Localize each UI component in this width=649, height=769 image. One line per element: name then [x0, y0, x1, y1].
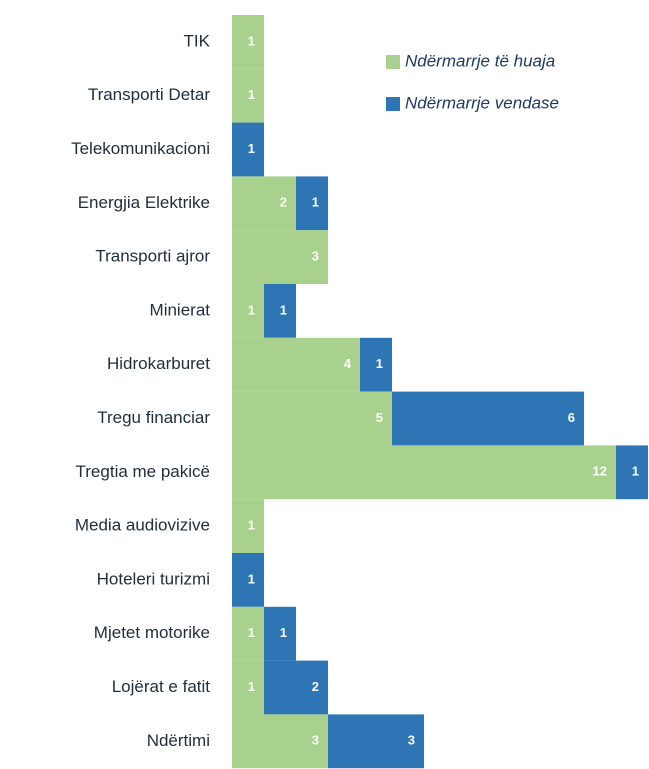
- category-label: Transporti Detar: [88, 85, 211, 104]
- bar-segment: [616, 445, 648, 500]
- bar-segment: [232, 284, 264, 338]
- legend-swatch: [386, 97, 400, 111]
- bar-segment: [232, 499, 264, 553]
- value-label: 1: [248, 33, 255, 48]
- value-label: 2: [280, 195, 287, 210]
- bar-segment: [296, 176, 328, 231]
- bar-segment: [328, 714, 424, 769]
- bar-segment: [232, 445, 616, 500]
- category-label: Transporti ajror: [95, 247, 210, 266]
- value-label: 3: [312, 733, 319, 748]
- value-label: 1: [280, 302, 287, 317]
- value-label: 1: [248, 679, 255, 694]
- category-label: Tregtia me pakicë: [76, 462, 210, 481]
- value-label: 3: [408, 733, 415, 748]
- category-label: Mjetet motorike: [94, 623, 210, 642]
- category-label: Ndërtimi: [147, 731, 210, 750]
- bar-segment: [232, 337, 360, 392]
- legend-swatch: [386, 55, 400, 69]
- value-label: 5: [376, 410, 383, 425]
- bar-segment: [264, 284, 296, 338]
- bar-segment: [232, 122, 264, 177]
- bar-segment: [360, 337, 392, 392]
- bar-segment: [264, 660, 328, 715]
- category-label: TIK: [184, 31, 211, 50]
- legend-label: Ndërmarrje vendase: [405, 93, 559, 112]
- value-label: 1: [376, 356, 383, 371]
- bar-segment: [232, 68, 264, 123]
- bar-segment: [264, 606, 296, 661]
- category-label: Media audiovizive: [75, 516, 210, 535]
- value-label: 1: [248, 625, 255, 640]
- value-label: 1: [248, 302, 255, 317]
- bar-segment: [232, 391, 392, 446]
- value-label: 2: [312, 679, 319, 694]
- category-label: Minierat: [150, 300, 211, 319]
- value-label: 1: [312, 195, 319, 210]
- value-label: 4: [344, 356, 352, 371]
- legend-label: Ndërmarrje të huaja: [405, 51, 555, 70]
- category-label: Telekomunikacioni: [71, 139, 210, 158]
- value-label: 1: [632, 464, 639, 479]
- value-label: 1: [248, 141, 255, 156]
- bar-segment: [232, 714, 328, 769]
- value-label: 12: [593, 464, 607, 479]
- category-label: Energjia Elektrike: [78, 193, 210, 212]
- bar-segment: [232, 553, 264, 607]
- value-label: 3: [312, 249, 319, 264]
- category-label: Tregu financiar: [97, 408, 210, 427]
- value-label: 6: [568, 410, 575, 425]
- bar-segment: [232, 176, 296, 231]
- value-label: 1: [280, 625, 287, 640]
- category-label: Hidrokarburet: [107, 354, 210, 373]
- bar-segment: [392, 391, 584, 446]
- bar-segment: [232, 15, 264, 69]
- value-label: 1: [248, 87, 255, 102]
- bar-segment: [232, 606, 264, 661]
- bar-segment: [232, 230, 328, 284]
- category-label: Lojërat e fatit: [112, 677, 211, 696]
- value-label: 1: [248, 571, 255, 586]
- bar-segment: [232, 660, 264, 715]
- category-label: Hoteleri turizmi: [97, 569, 210, 588]
- value-label: 1: [248, 518, 255, 533]
